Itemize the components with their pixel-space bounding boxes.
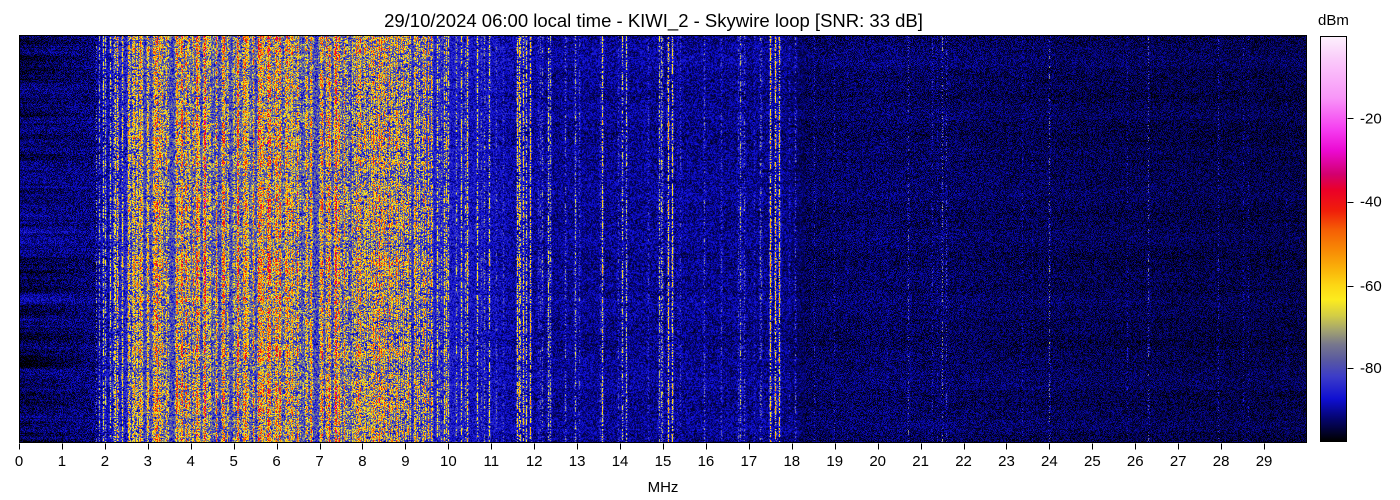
svg-text:29: 29 xyxy=(1256,453,1273,470)
svg-text:26: 26 xyxy=(1127,453,1144,470)
svg-text:-40: -40 xyxy=(1360,194,1382,211)
svg-text:5: 5 xyxy=(229,453,237,470)
svg-text:17: 17 xyxy=(741,453,758,470)
svg-text:-60: -60 xyxy=(1360,278,1382,295)
svg-text:21: 21 xyxy=(912,453,929,470)
svg-text:24: 24 xyxy=(1041,453,1058,470)
svg-text:1: 1 xyxy=(58,453,66,470)
svg-text:4: 4 xyxy=(187,453,195,470)
svg-text:25: 25 xyxy=(1084,453,1101,470)
svg-text:14: 14 xyxy=(612,453,629,470)
svg-text:22: 22 xyxy=(955,453,972,470)
svg-text:16: 16 xyxy=(698,453,715,470)
svg-text:0: 0 xyxy=(15,453,23,470)
svg-text:9: 9 xyxy=(401,453,409,470)
svg-text:2: 2 xyxy=(101,453,109,470)
svg-text:12: 12 xyxy=(526,453,543,470)
svg-text:MHz: MHz xyxy=(648,479,679,496)
svg-text:8: 8 xyxy=(358,453,366,470)
svg-text:11: 11 xyxy=(483,453,499,470)
svg-text:19: 19 xyxy=(826,453,843,470)
svg-text:15: 15 xyxy=(655,453,672,470)
svg-text:3: 3 xyxy=(144,453,152,470)
svg-text:23: 23 xyxy=(998,453,1015,470)
svg-text:28: 28 xyxy=(1213,453,1230,470)
svg-text:20: 20 xyxy=(869,453,886,470)
svg-text:6: 6 xyxy=(272,453,280,470)
svg-text:27: 27 xyxy=(1170,453,1187,470)
svg-text:-80: -80 xyxy=(1360,360,1382,377)
svg-text:13: 13 xyxy=(569,453,586,470)
svg-text:-20: -20 xyxy=(1360,110,1382,127)
svg-text:10: 10 xyxy=(440,453,457,470)
svg-text:18: 18 xyxy=(783,453,800,470)
svg-text:7: 7 xyxy=(315,453,323,470)
